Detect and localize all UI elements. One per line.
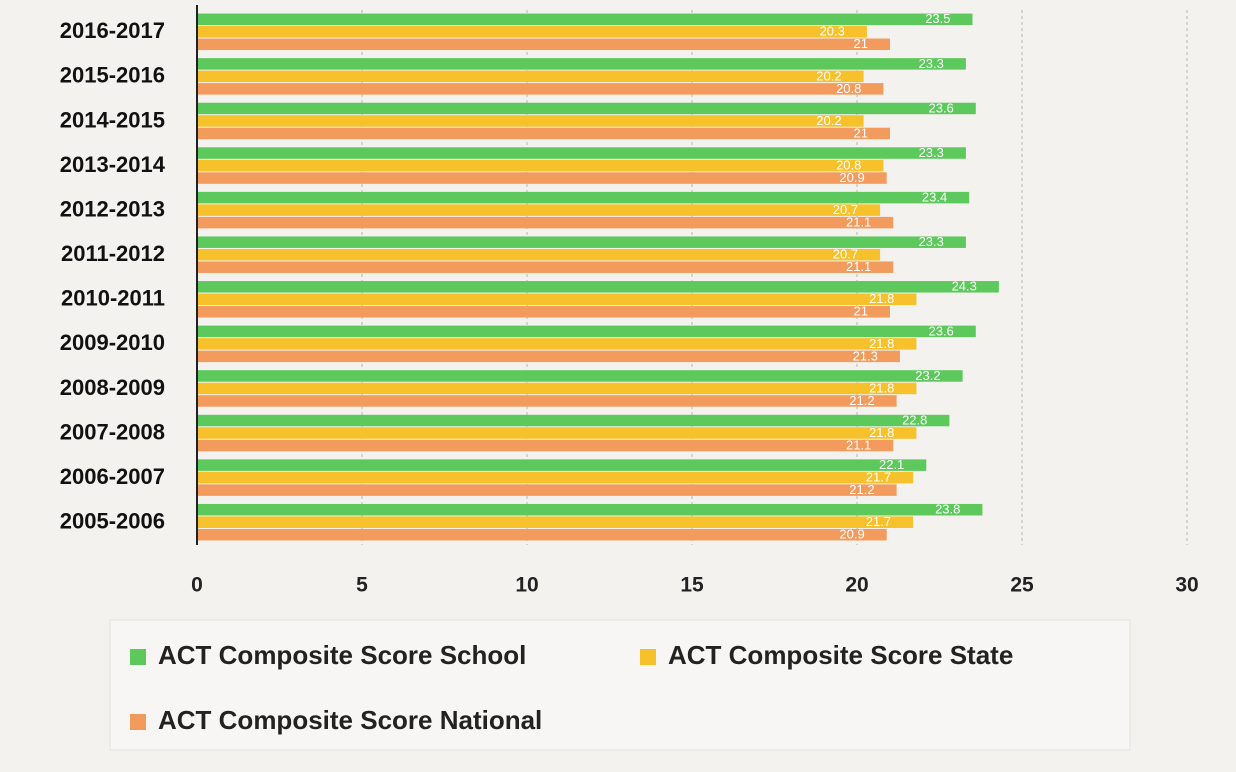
- bar: [197, 439, 894, 452]
- data-label: 22.1: [879, 457, 904, 472]
- bar: [197, 395, 897, 407]
- bar: [197, 191, 970, 204]
- bar: [197, 70, 864, 83]
- bar: [197, 484, 897, 496]
- data-label: 23.3: [919, 145, 944, 160]
- data-label: 21: [854, 125, 868, 140]
- bar: [197, 414, 950, 427]
- data-label: 23.6: [928, 323, 953, 338]
- data-label: 23.3: [919, 56, 944, 71]
- legend-swatch: [130, 714, 146, 730]
- data-label: 23.4: [922, 190, 947, 205]
- data-label: 20.9: [839, 170, 864, 185]
- bar: [197, 338, 917, 350]
- y-tick-label: 2016-2017: [60, 18, 165, 43]
- bar: [197, 102, 976, 115]
- bar: [197, 13, 973, 26]
- data-label: 20.2: [816, 68, 841, 83]
- bar: [197, 325, 976, 338]
- bar: [197, 459, 927, 471]
- data-label: 20.8: [836, 81, 861, 96]
- data-label: 21.8: [869, 380, 894, 395]
- bar: [197, 350, 900, 363]
- bar: [197, 382, 917, 395]
- data-label: 23.5: [925, 11, 950, 26]
- y-tick-label: 2015-2016: [60, 63, 165, 88]
- bar: [197, 172, 887, 184]
- data-label: 21.2: [849, 393, 874, 408]
- data-label: 20.7: [833, 247, 858, 262]
- bar: [197, 248, 881, 261]
- bar: [197, 528, 887, 541]
- x-tick-label: 30: [1175, 574, 1198, 597]
- data-label: 22.8: [902, 412, 927, 427]
- bar: [197, 281, 999, 293]
- bar: [197, 115, 864, 127]
- y-tick-label: 2008-2009: [60, 375, 165, 400]
- data-label: 20.9: [839, 527, 864, 542]
- bar: [197, 503, 983, 516]
- bar: [197, 204, 881, 216]
- legend-label: ACT Composite Score State: [668, 640, 1013, 670]
- bar: [197, 83, 884, 95]
- data-label: 21.1: [846, 215, 871, 230]
- data-label: 23.6: [928, 100, 953, 115]
- data-label: 20.3: [820, 24, 845, 39]
- data-label: 21: [854, 304, 868, 319]
- data-label: 21.3: [853, 348, 878, 363]
- bar: [197, 38, 890, 51]
- data-label: 21.7: [866, 514, 891, 529]
- data-label: 23.2: [915, 368, 940, 383]
- bar: [197, 26, 867, 38]
- legend-label: ACT Composite Score School: [158, 640, 526, 670]
- x-tick-label: 20: [845, 574, 868, 597]
- bar: [197, 370, 963, 382]
- y-tick-label: 2014-2015: [60, 107, 165, 132]
- y-tick-label: 2013-2014: [60, 152, 166, 177]
- legend-label: ACT Composite Score National: [158, 705, 542, 735]
- bar: [197, 127, 890, 140]
- data-label: 21.1: [846, 437, 871, 452]
- data-label: 21: [854, 36, 868, 51]
- bar: [197, 147, 966, 159]
- bar: [197, 516, 914, 528]
- y-tick-label: 2010-2011: [61, 286, 165, 311]
- bar: [197, 58, 966, 70]
- bar: [197, 216, 894, 229]
- x-tick-label: 10: [515, 574, 538, 597]
- bar: [197, 471, 914, 484]
- data-label: 20.2: [816, 113, 841, 128]
- y-tick-label: 2011-2012: [61, 241, 165, 266]
- y-tick-label: 2012-2013: [60, 196, 165, 221]
- data-label: 24.3: [952, 279, 977, 294]
- data-label: 21.7: [866, 470, 891, 485]
- data-label: 21.2: [849, 482, 874, 497]
- legend-swatch: [640, 649, 656, 665]
- bar: [197, 236, 966, 248]
- y-tick-label: 2009-2010: [60, 330, 165, 355]
- data-label: 21.1: [846, 259, 871, 274]
- y-tick-label: 2007-2008: [60, 419, 165, 444]
- y-tick-label: 2006-2007: [60, 464, 165, 489]
- bar: [197, 261, 894, 273]
- x-tick-label: 25: [1010, 574, 1034, 597]
- x-tick-label: 15: [680, 574, 704, 597]
- data-label: 20.7: [833, 202, 858, 217]
- data-label: 20.8: [836, 157, 861, 172]
- x-tick-label: 5: [356, 574, 368, 597]
- data-label: 21.8: [869, 336, 894, 351]
- bar: [197, 427, 917, 439]
- data-label: 21.8: [869, 291, 894, 306]
- data-label: 21.8: [869, 425, 894, 440]
- data-label: 23.8: [935, 502, 960, 517]
- bar: [197, 293, 917, 306]
- y-tick-label: 2005-2006: [60, 509, 165, 534]
- legend-box: [109, 619, 1131, 751]
- bar: [197, 159, 884, 172]
- legend-swatch: [130, 649, 146, 665]
- data-label: 23.3: [919, 234, 944, 249]
- bar: [197, 306, 890, 318]
- x-tick-label: 0: [191, 574, 203, 597]
